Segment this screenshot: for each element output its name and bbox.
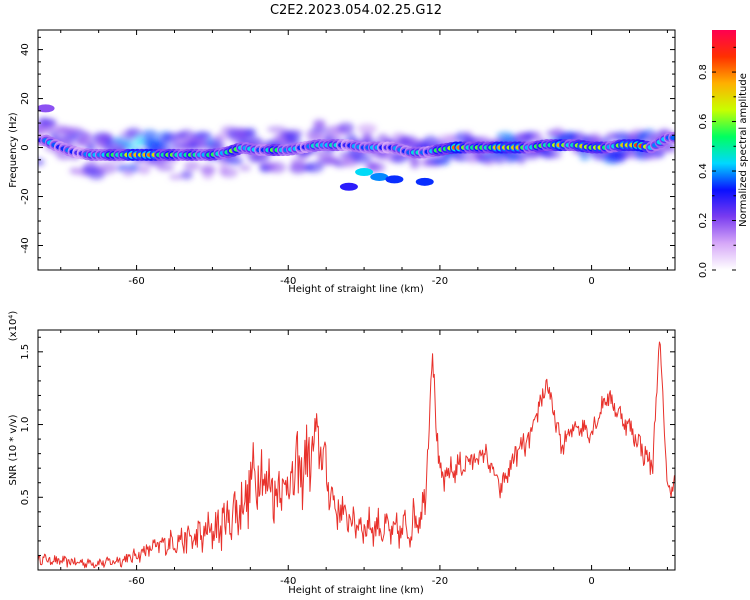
x-tick-label: -40 (280, 576, 296, 587)
spectrogram-feature (339, 182, 358, 191)
spectrogram-feature (385, 175, 404, 184)
spectrogram-halo-blob (653, 150, 666, 158)
spectrogram-frame (37, 29, 676, 271)
spectrogram-panel: -60 -40 -20 0 40 20 0 -20 -40 Height of straigh… (8, 29, 676, 295)
spectrogram-halo-blob (150, 140, 170, 152)
snr-series-line (38, 341, 675, 569)
snr-panel: -60 -40 -20 0 0.5 1.0 1.5 Height of straight … (8, 311, 676, 596)
spectrogram-halo-blob (361, 131, 373, 141)
x-tick-label: 0 (588, 576, 594, 587)
spectrogram-halo-blob (432, 156, 451, 166)
y-tick-label: 0.5 (20, 489, 31, 505)
spectrogram-halo-blob (97, 162, 117, 175)
y-tick-label: -20 (20, 188, 31, 204)
colorbar-tick-label: 0.2 (698, 213, 709, 229)
spectrogram-halo-blob (225, 157, 244, 166)
spectrogram-y-ticks: 40 20 0 -20 -40 (20, 36, 675, 259)
snr-x-ticks: -60 -40 -20 0 (60, 330, 668, 587)
colorbar-gradient (712, 30, 736, 270)
snr-frame (37, 329, 676, 571)
snr-x-label: Height of straight line (km) (288, 585, 424, 596)
colorbar-tick-label: 0.0 (698, 262, 709, 278)
spectrogram-feature (415, 177, 434, 186)
x-tick-label: -40 (280, 276, 296, 287)
spectrogram-halo-blob (369, 162, 386, 173)
figure-title: C2E2.2023.054.02.25.G12 (270, 3, 442, 18)
colorbar-tick-label: 0.4 (698, 163, 709, 179)
x-tick-label: -60 (128, 276, 144, 287)
spectrogram-halo-blob (290, 162, 307, 171)
spectrogram-halo-blob (141, 129, 158, 140)
spectrogram-halo-blob (116, 164, 130, 172)
spectrogram-x-label: Height of straight line (km) (288, 284, 424, 295)
spectrogram-halo-blob (137, 164, 151, 175)
y-tick-label: 40 (20, 43, 31, 56)
colorbar-tick-label: 0.8 (698, 64, 709, 80)
y-tick-label: -40 (20, 237, 31, 253)
spectrogram-halo-blob (220, 167, 238, 178)
spectrogram-halo-blob (180, 170, 193, 180)
spectrogram-halo-blob (78, 131, 93, 143)
spectrogram-halo-blob (530, 131, 544, 143)
spectrogram-halo-blob (202, 169, 214, 180)
spectrogram-halo-blob (123, 141, 134, 149)
x-tick-label: -60 (128, 576, 144, 587)
y-tick-label: 0 (20, 144, 31, 150)
colorbar-ticks: 0.0 0.2 0.4 0.6 0.8 (698, 46, 736, 278)
x-tick-label: 0 (588, 276, 594, 287)
y-tick-label: 1.5 (20, 344, 31, 360)
spectrogram-halo-blob (156, 164, 175, 172)
x-tick-label: -20 (432, 276, 448, 287)
x-tick-label: -20 (432, 576, 448, 587)
spectrogram-marks (38, 104, 675, 191)
spectrogram-y-label: Frequency (Hz) (8, 112, 19, 188)
spectrogram-halo-blob (312, 119, 326, 129)
snr-marks (38, 341, 675, 569)
snr-y-ticks: 0.5 1.0 1.5 (20, 336, 675, 556)
spectrogram-feature (355, 168, 374, 177)
spectrogram-ridge (38, 104, 675, 191)
spectrogram-halo-blob (357, 123, 377, 134)
spectrogram-feature (38, 104, 55, 113)
snr-y-label: SNR (10 * v/v) (8, 414, 19, 485)
spectrogram-halo-blob (310, 127, 329, 134)
spectrogram-halo-blob (127, 163, 140, 173)
y-tick-label: 20 (20, 92, 31, 105)
colorbar-label: Normalized spectral amplitude (738, 73, 749, 227)
spectrogram-halo-blob (267, 161, 287, 174)
spectrogram-halo-blob (244, 127, 257, 138)
spectrogram-halo-blob (192, 131, 213, 140)
spectrogram-halo-blob (352, 153, 372, 164)
spectrogram-halo-blob (183, 160, 201, 171)
spectrogram-halo-blob (169, 173, 184, 180)
spectrogram-halo-blob (337, 122, 355, 134)
spectrogram-halo-blob (544, 150, 562, 159)
spectrogram-halo-blob (266, 126, 287, 133)
spectrogram-halo-blob (494, 155, 506, 165)
spectrogram-halo-blob (409, 157, 421, 164)
spectrogram-halo-blob (304, 161, 324, 173)
spectrogram-cell (670, 135, 675, 141)
spectrogram-feature (370, 172, 389, 181)
spectrogram-halo-blob (239, 165, 252, 172)
colorbar: 0.0 0.2 0.4 0.6 0.8 Normalized spectral ampl… (698, 30, 749, 278)
spectrogram-halo-blob (284, 133, 301, 144)
spectrogram-halo-blob (42, 122, 55, 131)
spectrogram-halo-blob (133, 135, 145, 148)
spectrogram-halo-blob (85, 160, 98, 170)
spectrogram-halo-blob (38, 158, 45, 166)
snr-y-multiplier: (x10⁴) (8, 311, 19, 342)
spectrogram-x-ticks: -60 -40 -20 0 (60, 30, 668, 287)
colorbar-tick-label: 0.6 (698, 114, 709, 130)
y-tick-label: 1.0 (20, 417, 31, 433)
